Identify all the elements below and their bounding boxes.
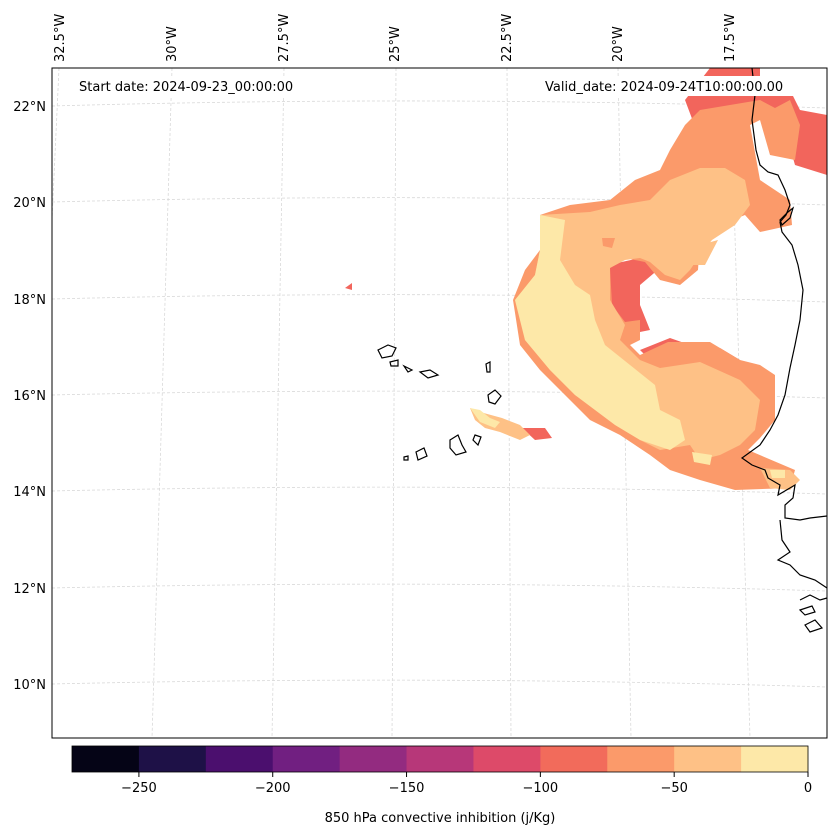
gridline-lon-25	[391, 67, 397, 739]
gridline-lat-12	[51, 583, 828, 592]
colorbar-swatch	[607, 746, 675, 772]
cin-region-orange-spot	[602, 238, 615, 248]
coastlines	[377, 67, 828, 633]
gridline-lon-22-5	[506, 67, 512, 739]
colorbar-swatch	[205, 746, 274, 772]
colorbar-tick-label: −250	[121, 781, 157, 796]
lat-label-12: 12°N	[13, 582, 46, 597]
lon-label-22-5: 22.5°W	[500, 14, 515, 62]
colorbar-swatch	[741, 746, 809, 772]
cin-region-light-orange-coast	[760, 468, 800, 490]
map-panel: Start date: 2024-09-23_00:00:00 Valid_da…	[51, 67, 828, 739]
lat-label-18: 18°N	[13, 293, 46, 308]
latitude-labels: 22°N 20°N 18°N 16°N 14°N 12°N 10°N	[13, 100, 46, 693]
cin-region-red-spot	[345, 283, 352, 290]
gridline-lat-10	[51, 679, 828, 688]
colorbar-tick-label: 0	[804, 781, 812, 796]
coastline-africa	[740, 67, 828, 521]
island-santiago	[449, 434, 467, 456]
start-date-annotation: Start date: 2024-09-23_00:00:00	[72, 76, 312, 96]
cin-region-yellow-tail	[470, 408, 500, 428]
gridline-lat-20	[51, 197, 828, 206]
colorbar-swatch	[473, 746, 541, 772]
valid-date-text: Valid_date: 2024-09-24T10:00:00.00	[545, 80, 783, 95]
gridline-lat-18	[51, 294, 828, 303]
colorbar: −250 −200 −150 −100 −50 0 850 hPa convective …	[71, 745, 812, 826]
start-date-text: Start date: 2024-09-23_00:00:00	[79, 80, 293, 95]
colorbar-label: 850 hPa convective inhibition (j/Kg)	[325, 811, 556, 826]
cin-region-red-inner	[608, 258, 660, 335]
valid-date-annotation: Valid_date: 2024-09-24T10:00:00.00	[538, 76, 806, 96]
lat-label-22: 22°N	[13, 100, 46, 115]
cin-region-yellow	[515, 215, 685, 450]
cin-region-yellow-coast	[770, 470, 785, 478]
colorbar-swatch	[339, 746, 408, 772]
cin-region-yellow-spot	[692, 452, 712, 465]
colorbar-frame	[71, 745, 809, 773]
colorbar-swatches	[72, 746, 809, 772]
colorbar-swatch	[72, 746, 140, 772]
gridline-lat-16	[51, 390, 828, 399]
colorbar-swatch	[674, 746, 742, 772]
lon-label-25: 25°W	[388, 26, 403, 62]
gridline-lon-32-5	[51, 67, 60, 221]
lon-label-17-5: 17.5°W	[723, 14, 738, 62]
colorbar-tick-label: −200	[255, 781, 291, 796]
colorbar-tick-label: −150	[389, 781, 425, 796]
colorbar-swatch	[406, 746, 474, 772]
lon-label-32-5: 32.5°W	[53, 14, 68, 62]
lat-label-16: 16°N	[13, 389, 46, 404]
lat-label-20: 20°N	[13, 196, 46, 211]
colorbar-ticks: −250 −200 −150 −100 −50 0	[121, 772, 812, 796]
coastline-bissagos	[799, 594, 828, 601]
start-date-box	[72, 76, 312, 96]
gridline-lon-27-5	[271, 67, 285, 739]
island-boa-vista	[487, 389, 502, 405]
island-brava	[403, 455, 409, 461]
island-santo-antao	[377, 344, 397, 359]
longitude-labels: 32.5°W 30°W 27.5°W 25°W 22.5°W 20°W 17.5…	[53, 14, 738, 62]
coastline-islands-south	[804, 619, 824, 633]
island-sal	[485, 361, 491, 373]
coastline-banc-arguin	[779, 206, 795, 227]
gridline-lat-14	[51, 486, 828, 495]
coastline-islands-mid	[798, 605, 816, 616]
lat-label-10: 10°N	[13, 678, 46, 693]
gridline-lon-30	[151, 67, 173, 739]
colorbar-tick-label: −50	[660, 781, 687, 796]
colorbar-swatch	[272, 746, 341, 772]
colorbar-swatch	[138, 746, 207, 772]
island-maio	[472, 434, 482, 447]
gridline-lat-22	[51, 100, 828, 109]
island-santa-luzia	[402, 364, 414, 373]
lon-label-27-5: 27.5°W	[277, 14, 292, 62]
island-sao-nicolau	[418, 369, 440, 379]
cin-region-light-orange-spot	[690, 240, 718, 265]
map-frame	[51, 67, 828, 739]
colorbar-swatch	[540, 746, 608, 772]
valid-date-box	[538, 76, 806, 96]
lon-label-20: 20°W	[611, 26, 626, 62]
coastline-guinea-bissau	[776, 519, 828, 589]
island-fogo	[415, 447, 428, 461]
island-sao-vicente	[389, 359, 399, 367]
cin-region-red-tail	[522, 428, 552, 440]
lon-label-30: 30°W	[165, 26, 180, 62]
lat-label-14: 14°N	[13, 485, 46, 500]
colorbar-tick-label: −100	[523, 781, 559, 796]
